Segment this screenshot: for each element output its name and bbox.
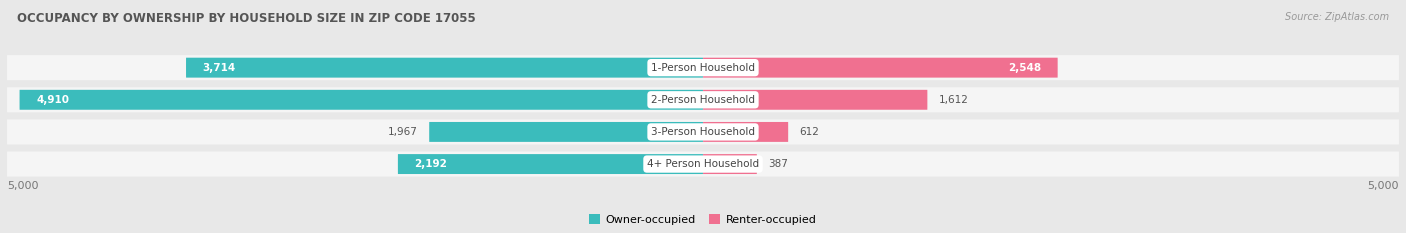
Text: 4+ Person Household: 4+ Person Household <box>647 159 759 169</box>
Text: Source: ZipAtlas.com: Source: ZipAtlas.com <box>1285 12 1389 22</box>
FancyBboxPatch shape <box>429 122 703 142</box>
Text: 5,000: 5,000 <box>7 181 38 191</box>
FancyBboxPatch shape <box>7 151 1399 177</box>
FancyBboxPatch shape <box>703 122 789 142</box>
Text: 1,967: 1,967 <box>388 127 418 137</box>
Text: 3-Person Household: 3-Person Household <box>651 127 755 137</box>
Text: 2-Person Household: 2-Person Household <box>651 95 755 105</box>
Text: 612: 612 <box>800 127 820 137</box>
Text: 4,910: 4,910 <box>37 95 69 105</box>
FancyBboxPatch shape <box>7 119 1399 144</box>
FancyBboxPatch shape <box>398 154 703 174</box>
Text: 3,714: 3,714 <box>202 63 236 73</box>
FancyBboxPatch shape <box>703 90 928 110</box>
Text: OCCUPANCY BY OWNERSHIP BY HOUSEHOLD SIZE IN ZIP CODE 17055: OCCUPANCY BY OWNERSHIP BY HOUSEHOLD SIZE… <box>17 12 475 25</box>
Text: 2,192: 2,192 <box>415 159 447 169</box>
FancyBboxPatch shape <box>20 90 703 110</box>
FancyBboxPatch shape <box>7 87 1399 112</box>
Text: 5,000: 5,000 <box>1368 181 1399 191</box>
FancyBboxPatch shape <box>186 58 703 78</box>
Text: 387: 387 <box>768 159 787 169</box>
Legend: Owner-occupied, Renter-occupied: Owner-occupied, Renter-occupied <box>585 210 821 229</box>
FancyBboxPatch shape <box>7 55 1399 80</box>
Text: 2,548: 2,548 <box>1008 63 1040 73</box>
Text: 1,612: 1,612 <box>939 95 969 105</box>
FancyBboxPatch shape <box>703 154 756 174</box>
FancyBboxPatch shape <box>703 58 1057 78</box>
Text: 1-Person Household: 1-Person Household <box>651 63 755 73</box>
